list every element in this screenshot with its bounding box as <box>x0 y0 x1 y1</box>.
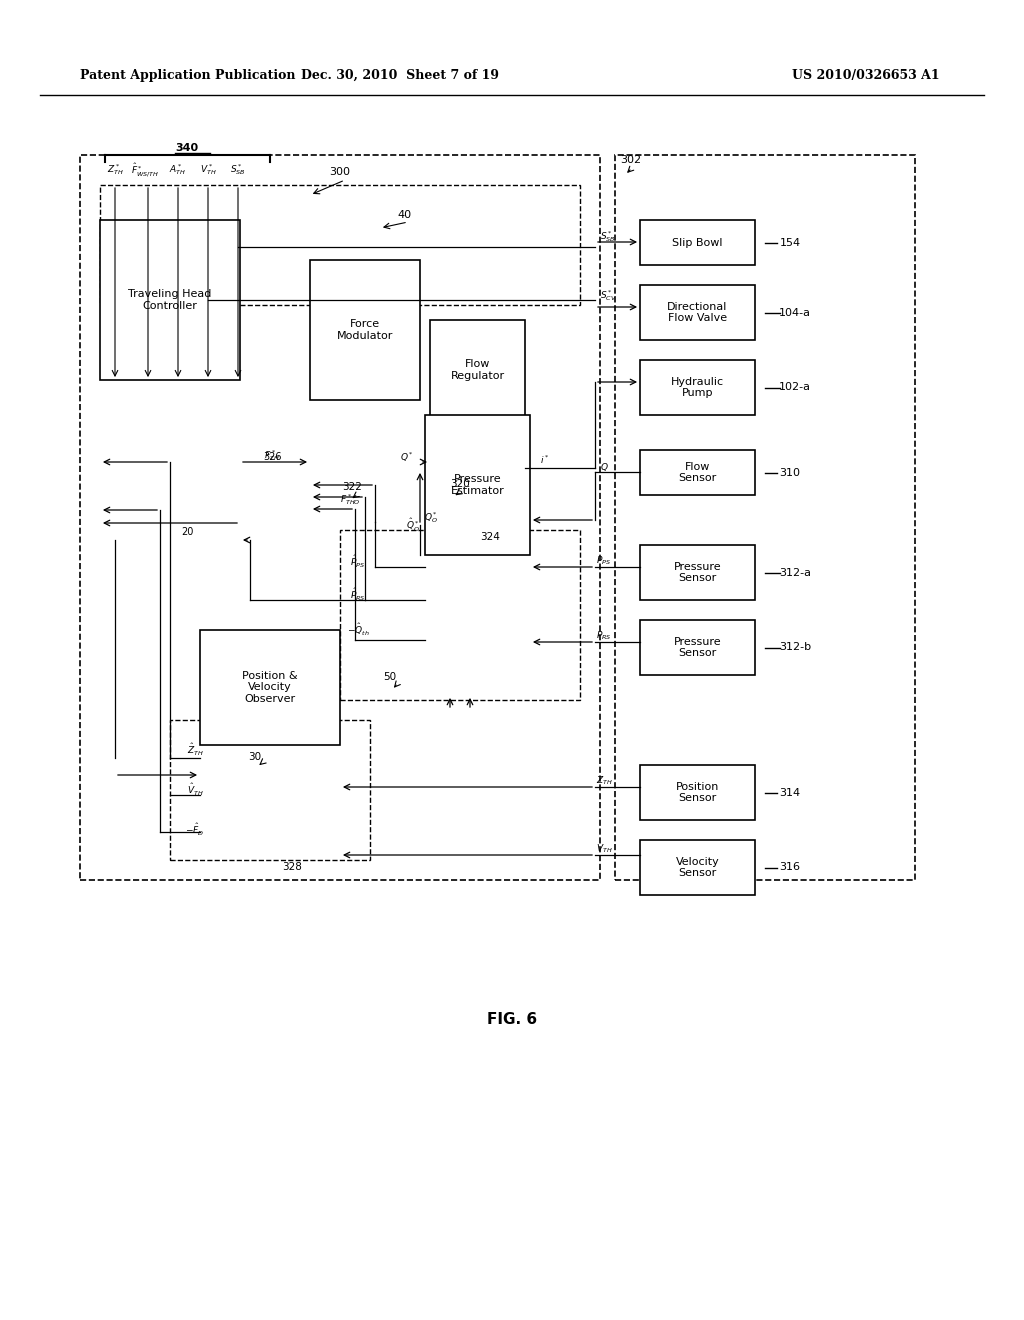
Text: $\hat{V}_{TH}$: $\hat{V}_{TH}$ <box>186 781 204 799</box>
Text: US 2010/0326653 A1: US 2010/0326653 A1 <box>793 69 940 82</box>
Text: $-\hat{F}_D$: $-\hat{F}_D$ <box>185 822 205 838</box>
Text: 40: 40 <box>398 210 412 220</box>
FancyBboxPatch shape <box>640 840 755 895</box>
Text: Traveling Head
Controller: Traveling Head Controller <box>128 289 212 310</box>
Text: Hydraulic
Pump: Hydraulic Pump <box>671 376 724 399</box>
Text: 30: 30 <box>249 752 261 762</box>
Text: $Z_{TH}$: $Z_{TH}$ <box>596 775 612 787</box>
Bar <box>615 154 915 880</box>
Text: 340: 340 <box>175 143 199 153</box>
Text: Position &
Velocity
Observer: Position & Velocity Observer <box>243 671 298 704</box>
FancyBboxPatch shape <box>640 285 755 341</box>
Text: 312-b: 312-b <box>779 643 811 652</box>
Text: Dec. 30, 2010  Sheet 7 of 19: Dec. 30, 2010 Sheet 7 of 19 <box>301 69 499 82</box>
Text: $i^*$: $i^*$ <box>540 454 550 466</box>
Bar <box>340 531 580 700</box>
FancyBboxPatch shape <box>640 620 755 675</box>
Text: $F^*_{TH}$: $F^*_{TH}$ <box>264 449 280 463</box>
Text: $\hat{P}_{RS}$: $\hat{P}_{RS}$ <box>350 587 366 603</box>
Text: $A^*_{TH}$: $A^*_{TH}$ <box>169 162 186 177</box>
Bar <box>100 185 580 305</box>
Text: $Q$: $Q$ <box>600 461 608 473</box>
Text: Patent Application Publication: Patent Application Publication <box>80 69 296 82</box>
Text: $\hat{Z}_{TH}$: $\hat{Z}_{TH}$ <box>186 742 204 758</box>
Text: $\hat{P}_{PS}$: $\hat{P}_{PS}$ <box>350 554 366 570</box>
Text: 154: 154 <box>779 238 801 248</box>
Text: 312-a: 312-a <box>779 568 811 578</box>
Text: $S^*_{SB}$: $S^*_{SB}$ <box>230 162 246 177</box>
Text: FIG. 6: FIG. 6 <box>487 1012 537 1027</box>
FancyBboxPatch shape <box>640 766 755 820</box>
Text: Pressure
Sensor: Pressure Sensor <box>674 562 721 583</box>
FancyBboxPatch shape <box>200 630 340 744</box>
Text: 302: 302 <box>620 154 641 165</box>
Text: 20: 20 <box>181 527 194 537</box>
FancyBboxPatch shape <box>100 220 240 380</box>
Text: $F^*_{THO}$: $F^*_{THO}$ <box>340 492 360 507</box>
Text: $\hat{F}^*_{WS/TH}$: $\hat{F}^*_{WS/TH}$ <box>131 161 159 178</box>
Text: Directional
Flow Valve: Directional Flow Valve <box>668 302 728 323</box>
Text: $P_{RS}$: $P_{RS}$ <box>596 630 611 643</box>
Text: $P_{PS}$: $P_{PS}$ <box>596 554 611 568</box>
Text: Force
Modulator: Force Modulator <box>337 319 393 341</box>
Text: $Z^*_{TH}$: $Z^*_{TH}$ <box>106 162 124 177</box>
Text: Pressure
Sensor: Pressure Sensor <box>674 636 721 659</box>
Text: 326: 326 <box>264 451 283 462</box>
Text: Flow
Regulator: Flow Regulator <box>451 359 505 380</box>
Text: $S^*_{CV}$: $S^*_{CV}$ <box>600 289 616 304</box>
Text: 310: 310 <box>779 467 801 478</box>
Text: $Q^*$: $Q^*$ <box>400 450 414 463</box>
Text: 50: 50 <box>383 672 396 682</box>
Text: 314: 314 <box>779 788 801 797</box>
Text: $S^*_{SB}$: $S^*_{SB}$ <box>600 230 615 244</box>
Bar <box>80 154 600 880</box>
Text: 300: 300 <box>330 168 350 177</box>
Text: Slip Bowl: Slip Bowl <box>672 238 723 248</box>
Text: Pressure
Estimator: Pressure Estimator <box>451 474 505 496</box>
Text: $-\hat{Q}_{th}$: $-\hat{Q}_{th}$ <box>346 622 370 638</box>
Text: $Q^*_O$: $Q^*_O$ <box>424 511 438 525</box>
FancyBboxPatch shape <box>640 545 755 601</box>
Text: $V_{TH}$: $V_{TH}$ <box>596 842 612 855</box>
FancyBboxPatch shape <box>310 260 420 400</box>
Text: $V^*_{TH}$: $V^*_{TH}$ <box>200 162 216 177</box>
Text: 316: 316 <box>779 862 801 873</box>
Bar <box>170 719 370 861</box>
FancyBboxPatch shape <box>640 360 755 414</box>
Text: 328: 328 <box>282 862 302 873</box>
Text: 102-a: 102-a <box>779 383 811 392</box>
Text: 322: 322 <box>342 482 361 492</box>
Text: Flow
Sensor: Flow Sensor <box>678 462 717 483</box>
Text: 324: 324 <box>480 532 500 543</box>
Text: 104-a: 104-a <box>779 308 811 318</box>
FancyBboxPatch shape <box>430 319 525 420</box>
FancyBboxPatch shape <box>640 220 755 265</box>
FancyBboxPatch shape <box>425 414 530 554</box>
Text: Velocity
Sensor: Velocity Sensor <box>676 857 720 878</box>
FancyBboxPatch shape <box>640 450 755 495</box>
Text: Position
Sensor: Position Sensor <box>676 781 719 804</box>
Text: 320: 320 <box>451 479 470 488</box>
Text: $\hat{Q}^*_O$: $\hat{Q}^*_O$ <box>407 516 420 533</box>
